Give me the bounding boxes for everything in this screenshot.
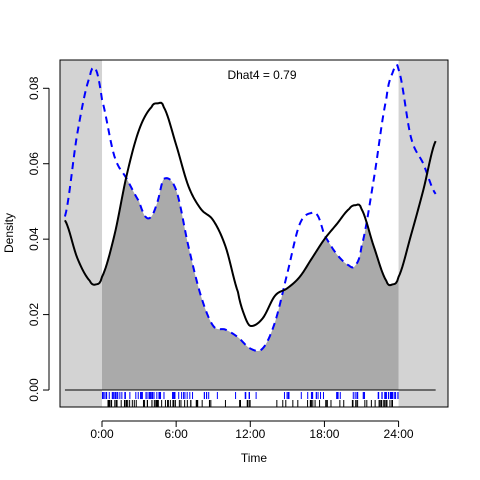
shade-before-midnight bbox=[60, 60, 103, 407]
y-tick-label: 0.08 bbox=[27, 76, 41, 100]
y-tick-label: 0.06 bbox=[27, 152, 41, 176]
y-tick-label: 0.00 bbox=[27, 378, 41, 402]
overlap-area bbox=[102, 178, 399, 391]
axes: 0:00 6:00 12:00 18:00 24:00 0.00 0.02 0.04 0.06 0… bbox=[27, 59, 449, 441]
x-tick-label: 24:00 bbox=[384, 427, 414, 441]
series-a-density-line bbox=[64, 101, 437, 327]
dhat-annotation: Dhat4 = 0.79 bbox=[227, 68, 296, 82]
x-tick-label: 18:00 bbox=[309, 427, 339, 441]
y-tick-label: 0.02 bbox=[27, 303, 41, 327]
x-tick-label: 6:00 bbox=[164, 427, 188, 441]
y-tick-label: 0.04 bbox=[27, 227, 41, 251]
plot-area bbox=[60, 60, 448, 407]
rug-marks bbox=[102, 392, 399, 407]
x-tick-label: 12:00 bbox=[235, 427, 265, 441]
x-tick-label: 0:00 bbox=[90, 427, 114, 441]
y-axis-title: Density bbox=[2, 213, 16, 253]
plot-frame bbox=[59, 59, 449, 408]
x-axis-title: Time bbox=[241, 451, 268, 465]
